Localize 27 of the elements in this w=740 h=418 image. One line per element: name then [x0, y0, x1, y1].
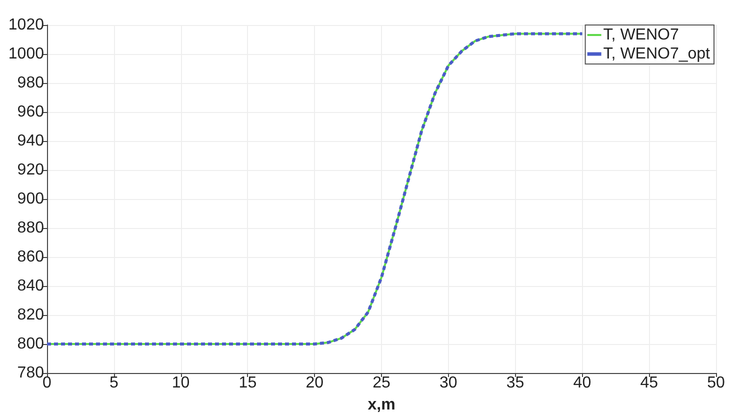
x-tick-label: 50	[707, 374, 725, 392]
x-tick-label: 20	[306, 374, 324, 392]
y-tick-label: 1020	[8, 16, 44, 34]
y-tick-label: 860	[17, 248, 44, 266]
x-tick-label: 30	[440, 374, 458, 392]
legend-label: T, WENO7	[603, 26, 679, 44]
y-tick-label: 900	[17, 190, 44, 208]
x-axis-title: x,m	[368, 396, 396, 414]
y-tick-label: 820	[17, 306, 44, 324]
y-tick-label: 960	[17, 104, 44, 120]
y-tick-label: 840	[17, 278, 44, 294]
y-tick-label: 880	[17, 220, 44, 236]
y-tick-label: 780	[17, 364, 44, 382]
x-tick-label: 0	[42, 374, 52, 392]
x-tick-label: 15	[238, 374, 257, 392]
x-tick-label: 5	[109, 374, 118, 392]
y-tick-label: 980	[17, 74, 44, 92]
y-tick-label: 920	[17, 162, 44, 178]
x-tick-label: 35	[506, 374, 524, 392]
x-tick-label: 40	[573, 374, 592, 392]
legend-label: T, WENO7_opt	[603, 46, 711, 62]
x-tick-label: 25	[372, 374, 390, 392]
y-tick-label: 800	[17, 336, 44, 352]
y-tick-label: 1000	[8, 46, 44, 62]
x-tick-label: 45	[640, 374, 658, 392]
x-tick-label: 10	[172, 374, 190, 392]
y-tick-label: 940	[17, 132, 44, 150]
